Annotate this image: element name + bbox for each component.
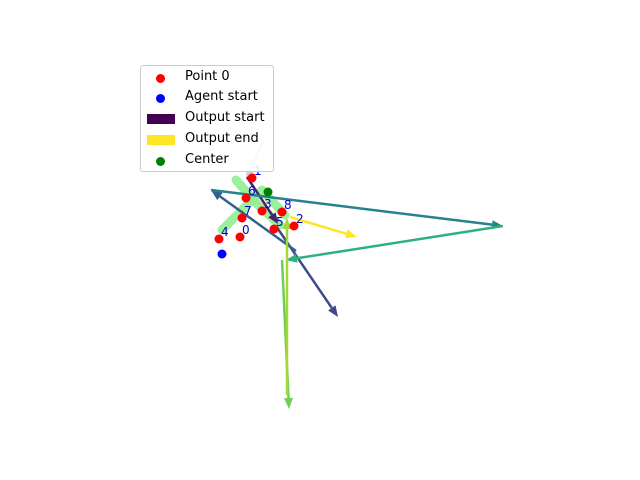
arrow-shaft [210, 188, 493, 226]
point-marker [277, 207, 287, 217]
legend-marker-icon [156, 157, 165, 166]
point-marker [247, 173, 257, 183]
point-label: 7 [244, 204, 252, 218]
point-marker [289, 221, 299, 231]
point-marker [269, 224, 279, 234]
arrow-head [283, 397, 293, 409]
legend-marker-icon [156, 94, 165, 103]
point-label: 3 [264, 197, 272, 211]
arrow-shaft [219, 195, 297, 253]
point-marker [237, 213, 247, 223]
trail-line [217, 185, 290, 235]
legend-label: Output start [185, 110, 265, 125]
point-marker [241, 193, 251, 203]
arrow-head [328, 305, 338, 317]
arrow-shaft [296, 224, 504, 260]
legend-entry: Agent start [141, 88, 275, 108]
legend-entry: Point 0 [141, 68, 275, 88]
legend-entry: Center [141, 151, 275, 171]
legend: Point 0 Agent start Output start Output … [140, 65, 274, 172]
legend-marker-icon [156, 74, 165, 83]
point-label: 5 [276, 215, 284, 229]
arrow-head [268, 212, 278, 224]
arrow-head [282, 218, 292, 229]
point-label: 8 [284, 198, 292, 212]
legend-label: Point 0 [185, 69, 230, 84]
legend-entry: Output end [141, 130, 275, 150]
point-label: 4 [221, 225, 229, 239]
legend-label: Agent start [185, 89, 258, 104]
arrows-layer [210, 143, 504, 409]
arrow-head [211, 190, 223, 201]
points-layer: 012345678 [214, 164, 304, 259]
point-marker [257, 206, 267, 216]
point-label: 0 [242, 223, 250, 237]
arrow-head [286, 253, 298, 263]
legend-swatch-icon [147, 114, 175, 124]
point-label: 2 [296, 212, 304, 226]
legend-label: Center [185, 152, 229, 167]
point-marker [214, 234, 224, 244]
point-label: 6 [248, 184, 256, 198]
arrow-shaft [289, 215, 347, 236]
legend-label: Output end [185, 131, 259, 146]
agent-start-marker [217, 249, 227, 259]
center-marker [263, 187, 273, 197]
legend-entry: Output start [141, 109, 275, 129]
legend-swatch-icon [147, 135, 175, 145]
arrow-shaft [274, 225, 333, 309]
arrow-head [345, 229, 357, 239]
point-marker [235, 232, 245, 242]
